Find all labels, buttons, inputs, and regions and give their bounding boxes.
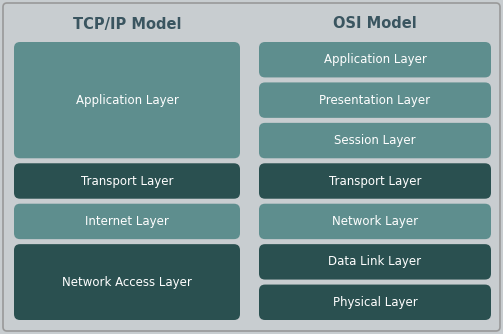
FancyBboxPatch shape (259, 163, 491, 199)
FancyBboxPatch shape (14, 204, 240, 239)
FancyBboxPatch shape (14, 42, 240, 158)
FancyBboxPatch shape (259, 82, 491, 118)
Text: Session Layer: Session Layer (334, 134, 416, 147)
Text: Data Link Layer: Data Link Layer (328, 256, 422, 268)
FancyBboxPatch shape (259, 244, 491, 280)
Text: Physical Layer: Physical Layer (332, 296, 417, 309)
Text: Internet Layer: Internet Layer (85, 215, 169, 228)
FancyBboxPatch shape (14, 244, 240, 320)
FancyBboxPatch shape (259, 123, 491, 158)
Text: Transport Layer: Transport Layer (329, 174, 421, 187)
Text: Application Layer: Application Layer (323, 53, 427, 66)
Text: Presentation Layer: Presentation Layer (319, 94, 431, 107)
Text: Network Layer: Network Layer (332, 215, 418, 228)
Text: TCP/IP Model: TCP/IP Model (73, 16, 181, 31)
FancyBboxPatch shape (259, 42, 491, 77)
FancyBboxPatch shape (259, 285, 491, 320)
Text: Application Layer: Application Layer (75, 94, 179, 107)
Text: Network Access Layer: Network Access Layer (62, 276, 192, 289)
FancyBboxPatch shape (14, 163, 240, 199)
FancyBboxPatch shape (259, 204, 491, 239)
Text: Transport Layer: Transport Layer (81, 174, 173, 187)
Text: OSI Model: OSI Model (333, 16, 417, 31)
